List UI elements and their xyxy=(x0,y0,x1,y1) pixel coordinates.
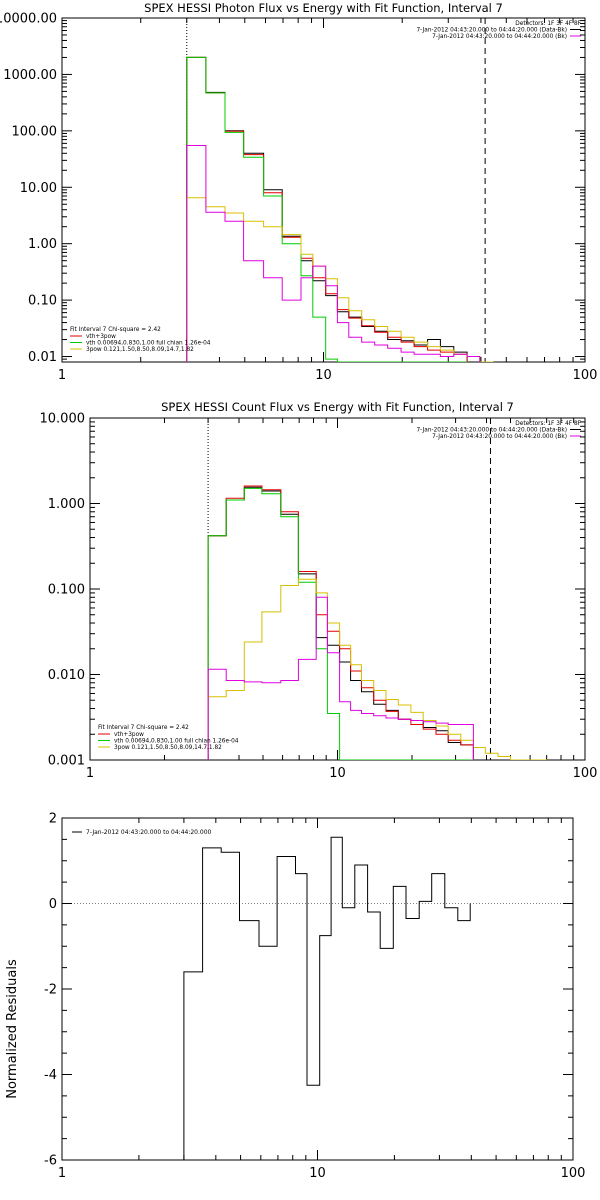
y-tick-label: -6 xyxy=(44,1154,57,1169)
chart-title: SPEX HESSI Count Flux vs Energy with Fit… xyxy=(161,400,514,414)
legend-fit-title: Fit Interval 7 Chi-square = 2.42 xyxy=(70,327,161,333)
plot-frame xyxy=(61,17,586,363)
y-tick-label: 0.100 xyxy=(48,583,85,598)
series-line-4 xyxy=(186,145,481,362)
series-line-3 xyxy=(186,197,494,362)
series-line-2 xyxy=(186,56,468,362)
count-flux-plot: SPEX HESSI Count Flux vs Energy with Fit… xyxy=(40,400,598,781)
legend-top-text: 7-Jan-2012 04:43:20.000 to 04:44:20.000 … xyxy=(416,28,567,34)
y-tick-label: 2 xyxy=(49,812,57,827)
chart-title: SPEX HESSI Photon Flux vs Energy with Fi… xyxy=(144,1,503,15)
y-axis-label: Normalized Residuals xyxy=(5,959,20,1099)
y-tick-label: 10000.00 xyxy=(0,12,57,27)
legend-fit-text: 3pow 0.121,1.50,8.50,8.09,14.7,1.82 xyxy=(86,347,194,353)
legend-fit-text: vth 0.00694,0.830,1.00 full chian 1.26e-… xyxy=(114,739,239,745)
x-tick-label: 1 xyxy=(58,1166,66,1181)
series-group xyxy=(183,836,471,1160)
legend-top-text: 7-Jan-2012 04:43:20.000 to 04:44:20.000 … xyxy=(432,34,567,40)
legend-fit-text: vth 0.00694,0.830,1.00 full chian 1.26e-… xyxy=(86,341,211,347)
y-tick-label: 0.10 xyxy=(28,294,57,309)
y-tick-label: 10.000 xyxy=(40,412,86,427)
plot-frame xyxy=(61,817,574,1161)
legend-fit-text: vth+3pow xyxy=(114,732,144,738)
series-line-0 xyxy=(186,56,468,362)
y-tick-label: 0.010 xyxy=(48,668,85,683)
series-line-4 xyxy=(207,596,474,760)
x-tick-label: 10 xyxy=(329,766,346,781)
y-tick-label: 0.01 xyxy=(28,350,57,365)
photon-flux-plot: SPEX HESSI Photon Flux vs Energy with Fi… xyxy=(0,1,597,383)
y-tick-label: 0.001 xyxy=(48,754,85,769)
y-tick-label: 1.00 xyxy=(28,237,57,252)
x-tick-label: 1 xyxy=(58,368,66,383)
series-line-3 xyxy=(207,578,548,760)
legend-top-text: 7-Jan-2012 04:43:20.000 to 04:44:20.000 … xyxy=(432,434,567,440)
legend-fit-title: Fit Interval 7 Chi-square = 2.42 xyxy=(98,725,189,731)
legend-top-text: Detectors: 1F 3F 4F 8F xyxy=(515,21,581,27)
x-tick-label: 100 xyxy=(561,1166,586,1181)
legend-top-text: Detectors: 1F 3F 4F 8F xyxy=(515,421,581,427)
series-line-0 xyxy=(183,836,471,1160)
series-line-1 xyxy=(207,485,474,760)
y-tick-label: -2 xyxy=(44,983,57,998)
legend-fit-text: vth+3pow xyxy=(86,334,116,340)
y-tick-label: 1.000 xyxy=(48,497,85,512)
series-line-1 xyxy=(186,56,468,362)
series-group xyxy=(186,56,494,362)
x-tick-label: 10 xyxy=(315,368,332,383)
y-tick-label: 10.00 xyxy=(20,181,57,196)
x-tick-label: 100 xyxy=(573,368,598,383)
y-tick-label: -4 xyxy=(44,1068,57,1083)
residuals-plot: Normalized Residuals 1 10 100 -6 -4 -2 0 2 7-Jan-… xyxy=(5,812,585,1182)
legend-text: 7-Jan-2012 04:43:20.000 to 04:44:20.000 xyxy=(86,829,212,836)
series-line-2 xyxy=(207,487,474,760)
plot-frame xyxy=(89,417,586,761)
x-tick-label: 1 xyxy=(86,766,94,781)
y-tick-label: 100.00 xyxy=(12,124,58,139)
series-group xyxy=(207,485,548,760)
legend-top-text: 7-Jan-2012 04:43:20.000 to 04:44:20.000 … xyxy=(416,428,567,434)
x-tick-label: 10 xyxy=(309,1166,326,1181)
legend-fit-text: 3pow 0.121,1.50,8.50,8.09,14.7,1.82 xyxy=(114,745,222,751)
y-tick-label: 0 xyxy=(49,897,57,912)
y-tick-label: 1000.00 xyxy=(3,68,57,83)
x-tick-label: 100 xyxy=(573,766,598,781)
